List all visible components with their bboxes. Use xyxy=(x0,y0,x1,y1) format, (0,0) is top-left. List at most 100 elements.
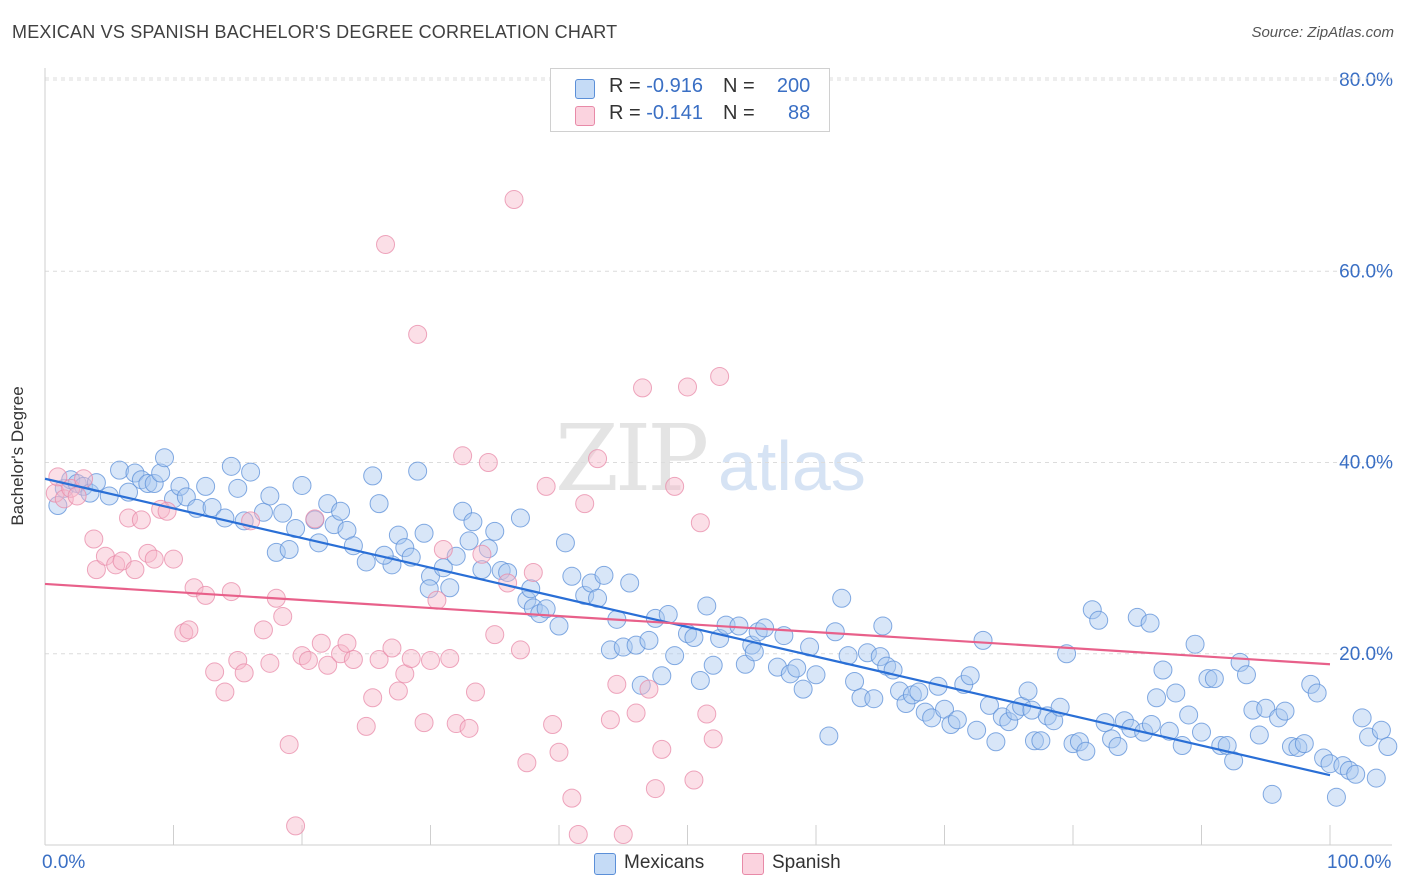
bottom-legend-label-spanish: Spanish xyxy=(772,852,841,873)
spanish-point xyxy=(504,190,524,210)
mexicans-point xyxy=(825,622,845,642)
spanish-point xyxy=(356,716,376,736)
legend-r-mexicans: R = -0.916 xyxy=(609,75,703,97)
spanish-point xyxy=(131,510,151,530)
mexicans-point xyxy=(155,448,175,468)
mexicans-point xyxy=(909,682,929,702)
mexicans-point xyxy=(1179,705,1199,725)
mexicans-point xyxy=(369,494,389,514)
spanish-point xyxy=(205,662,225,682)
mexicans-point xyxy=(196,476,216,496)
spanish-point xyxy=(382,638,402,658)
mexicans-point xyxy=(453,501,473,521)
mexicans-point xyxy=(1275,701,1295,721)
mexicans-point xyxy=(1249,725,1269,745)
spanish-point xyxy=(427,590,447,610)
mexicans-point xyxy=(793,679,813,699)
spanish-point xyxy=(703,729,723,749)
mexicans-point xyxy=(986,732,1006,752)
mexicans-point xyxy=(639,630,659,650)
spanish-point xyxy=(639,679,659,699)
mexicans-point xyxy=(1141,715,1161,735)
mexicans-point xyxy=(1346,764,1366,784)
spanish-point xyxy=(510,640,530,660)
y-tick-label: 40.0% xyxy=(1339,453,1393,474)
spanish-point xyxy=(298,650,318,670)
mexicans-point xyxy=(873,616,893,636)
legend-n-mexicans: N = 200 xyxy=(723,75,811,97)
mexicans-point xyxy=(138,474,158,494)
spanish-point xyxy=(279,735,299,755)
mexicans-point xyxy=(459,531,479,551)
mexicans-point xyxy=(1204,669,1224,689)
mexicans-point xyxy=(1147,688,1167,708)
mexicans-point xyxy=(999,712,1019,732)
spanish-point xyxy=(401,649,421,669)
mexicans-point xyxy=(890,681,910,701)
spanish-point xyxy=(690,513,710,533)
spanish-point xyxy=(562,788,582,808)
mexicans-point xyxy=(331,501,351,521)
mexicans-point xyxy=(1307,683,1327,703)
mexicans-point xyxy=(273,503,293,523)
spanish-point xyxy=(536,476,556,496)
spanish-point xyxy=(84,529,104,549)
watermark-zip: ZIP xyxy=(555,405,706,512)
spanish-point xyxy=(600,710,620,730)
legend-n-spanish: N = 88 xyxy=(723,102,811,124)
mexicans-point xyxy=(1198,669,1218,689)
legend-swatch-mexicans xyxy=(575,79,595,99)
spanish-point xyxy=(465,682,485,702)
spanish-point xyxy=(74,469,94,489)
mexicans-point xyxy=(697,596,717,616)
mexicans-point xyxy=(491,561,511,581)
spanish-point xyxy=(144,549,164,569)
spanish-point xyxy=(414,713,434,733)
mexicans-point xyxy=(967,720,987,740)
spanish-point xyxy=(652,739,672,759)
mexicans-point xyxy=(703,655,723,675)
mexicans-point xyxy=(419,579,439,599)
spanish-point xyxy=(472,544,492,564)
spanish-point xyxy=(440,649,460,669)
mexicans-point xyxy=(1192,722,1211,742)
mexicans-point xyxy=(960,666,980,686)
spanish-point xyxy=(549,742,569,762)
mexicans-point xyxy=(549,616,569,636)
bottom-legend-label-mexicans: Mexicans xyxy=(624,852,705,873)
mexicans-point xyxy=(170,476,190,496)
mexicans-point xyxy=(414,523,434,543)
mexicans-point xyxy=(395,538,415,558)
mexicans-point xyxy=(144,474,164,494)
spanish-point xyxy=(408,324,428,344)
mexicans-point xyxy=(1153,660,1173,680)
bottom-legend-swatch-spanish xyxy=(742,853,764,875)
legend-r-spanish: R = -0.141 xyxy=(609,102,703,124)
spanish-point xyxy=(478,453,498,472)
mexicans-point xyxy=(594,565,614,585)
spanish-point xyxy=(568,824,588,844)
spanish-point xyxy=(311,633,331,653)
mexicans-point xyxy=(363,466,383,486)
spanish-point xyxy=(613,824,633,844)
mexicans-point xyxy=(279,540,299,560)
mexicans-point xyxy=(241,462,261,482)
mexicans-point xyxy=(665,646,685,666)
spanish-point xyxy=(273,606,293,626)
spanish-point xyxy=(607,674,627,694)
spanish-point xyxy=(369,649,389,669)
spanish-point xyxy=(453,446,473,466)
mexicans-point xyxy=(221,456,241,476)
spanish-point xyxy=(665,476,685,496)
spanish-point xyxy=(517,753,537,773)
mexicans-point xyxy=(1326,787,1346,807)
spanish-point xyxy=(67,486,87,506)
spanish-point xyxy=(684,770,704,790)
spanish-point xyxy=(54,489,74,509)
mexicans-point xyxy=(1166,683,1186,703)
spanish-point xyxy=(626,703,646,723)
mexicans-point xyxy=(356,552,376,572)
mexicans-point xyxy=(1102,729,1122,749)
mexicans-point xyxy=(1114,711,1134,731)
spanish-point xyxy=(318,655,338,675)
